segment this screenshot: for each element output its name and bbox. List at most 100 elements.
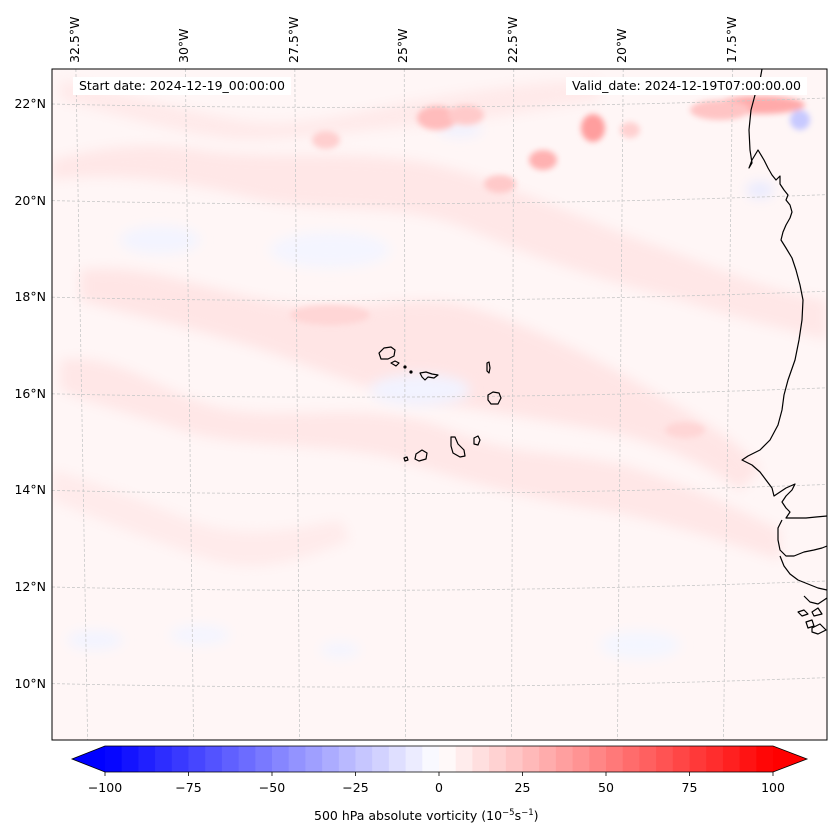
positive-cell (417, 106, 457, 130)
island-outline (805, 619, 815, 629)
africa-coastline (779, 555, 827, 591)
colorbar-segment (756, 746, 774, 772)
gridlines (52, 69, 827, 740)
positive-cell (290, 305, 370, 325)
latitude-tick-label: 12°N (14, 579, 46, 594)
colorbar-segment (372, 746, 390, 772)
colorbar-segment (689, 746, 707, 772)
colorbar-label-exponent: −5 (502, 808, 515, 818)
colorbar-segment (322, 746, 340, 772)
colorbar-segment (572, 746, 590, 772)
colorbar-segment (639, 746, 657, 772)
colorbar (70, 745, 809, 776)
negative-patch (600, 631, 680, 659)
latitude-gridline (52, 97, 827, 108)
colorbar-tick-label: −25 (342, 780, 369, 795)
island-sal (486, 361, 491, 374)
longitude-gridline (403, 69, 406, 740)
latitude-gridline (52, 194, 827, 205)
latitude-gridline (52, 484, 827, 495)
positive-cell (448, 105, 484, 125)
colorbar-segment (672, 746, 691, 772)
colorbar-segment (739, 746, 757, 772)
positive-cell (484, 175, 516, 193)
coastlines (378, 69, 827, 635)
latitude-tick-label: 10°N (14, 675, 46, 691)
island-outline (811, 607, 823, 617)
colorbar-segment (171, 746, 190, 772)
colorbar-segment (272, 746, 290, 772)
colorbar-segment (555, 746, 574, 772)
colorbar-segment (505, 746, 524, 772)
island-sao-nicolau-islet (409, 370, 413, 374)
latitude-tick-label: 20°N (14, 192, 46, 208)
africa-coastline (777, 519, 827, 557)
positive-cell (665, 422, 705, 438)
island-sao-nicolau (419, 371, 439, 381)
vorticity-band (60, 358, 780, 560)
colorbar-extend-high (773, 746, 807, 772)
longitude-gridline (75, 69, 89, 740)
colorbar-extend-low (72, 746, 105, 772)
longitude-gridline (723, 69, 734, 740)
colorbar-segment (656, 746, 674, 772)
latitude-gridline (52, 290, 827, 301)
colorbar-segment (439, 746, 457, 772)
longitude-gridline (511, 69, 515, 740)
latitude-tick-label: 22°N (14, 96, 46, 111)
latitude-gridline (52, 387, 827, 398)
colorbar-segment (489, 746, 507, 772)
colorbar-label-unit: s (514, 808, 522, 823)
latitude-tick-label: 14°N (14, 482, 46, 498)
colorbar-tick-label: 25 (514, 780, 531, 795)
latitude-tick-label: 16°N (14, 385, 46, 401)
valid-date-label: Valid_date: 2024-12-19T07:00:00.00 (565, 77, 807, 95)
island-sao-vicente (390, 360, 400, 367)
colorbar-segment (606, 746, 624, 772)
colorbar-label-text: 500 hPa absolute vorticity (10 (314, 808, 503, 823)
negative-patch (746, 182, 774, 198)
positive-cell (529, 150, 557, 170)
latitude-gridline (52, 580, 827, 591)
start-date-label: Start date: 2024-12-19_00:00:00 (73, 77, 291, 95)
colorbar-label: 500 hPa absolute vorticity (10−5s−1) (314, 808, 539, 823)
negative-patch (120, 226, 200, 254)
colorbar-segment (105, 746, 123, 772)
colorbar-tick-label: 100 (761, 780, 785, 795)
colorbar-segment (305, 746, 323, 772)
colorbar-segment (522, 746, 540, 772)
map-frame (51, 68, 828, 741)
positive-vorticity-cells (290, 96, 810, 438)
positive-cell (581, 114, 605, 142)
colorbar-tick-label: −50 (258, 780, 286, 795)
africa-coastline (803, 595, 827, 605)
colorbar-segment (338, 746, 357, 772)
colorbar-segment (405, 746, 423, 772)
colorbar-tick-label: −75 (175, 780, 202, 795)
colorbar-tick-label: 75 (681, 780, 698, 795)
positive-cell (790, 110, 810, 130)
colorbar-segment (472, 746, 490, 772)
colorbar-segment (539, 746, 557, 772)
colorbar-segment (706, 746, 724, 772)
colorbar-segment (288, 746, 306, 772)
vorticity-band (52, 145, 827, 340)
island-santa-luzia (403, 365, 407, 369)
colorbar-tick-label: 0 (435, 780, 443, 795)
island-maio (473, 435, 481, 446)
island-brava (403, 456, 409, 462)
colorbar-segment (355, 746, 373, 772)
positive-cell (690, 100, 750, 120)
colorbar-segment (205, 746, 223, 772)
longitude-gridline (184, 69, 195, 740)
colorbar-segment (722, 746, 741, 772)
colorbar-segment (622, 746, 640, 772)
colorbar-segment (589, 746, 607, 772)
island-boa-vista (487, 391, 502, 405)
vorticity-band (60, 80, 600, 140)
negative-patch (270, 232, 390, 268)
negative-patch (370, 374, 470, 406)
colorbar-tick-label: 50 (598, 780, 614, 795)
